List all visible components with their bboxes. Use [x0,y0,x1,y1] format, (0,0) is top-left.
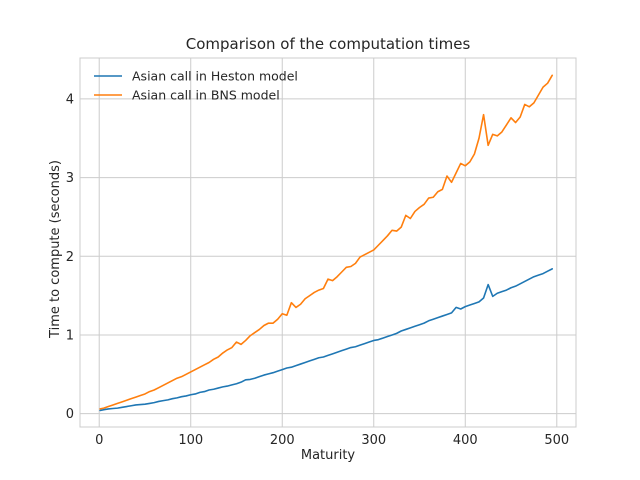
x-tick-label: 100 [178,433,203,448]
series-line-2 [99,74,554,410]
y-tick-label: 2 [66,250,74,265]
legend: Asian call in Heston model Asian call in … [94,69,298,103]
series-group [99,74,554,412]
chart-title: Comparison of the computation times [186,35,471,53]
legend-label-1: Asian call in Heston model [132,69,298,84]
y-tick-labels: 0 1 2 3 4 [66,92,74,422]
plot-background [80,58,576,427]
x-tick-labels: 0 100 200 300 400 500 [95,433,569,448]
y-axis-label: Time to compute (seconds) [48,160,63,339]
x-tick-label: 200 [270,433,295,448]
y-tick-label: 3 [66,171,74,186]
x-tick-label: 300 [361,433,386,448]
plot-frame [79,57,577,428]
x-tick-label: 400 [453,433,478,448]
y-tick-label: 1 [66,328,74,343]
legend-label-2: Asian call in BNS model [132,88,280,103]
x-tick-label: 0 [95,433,103,448]
y-tick-label: 4 [66,92,74,107]
y-tick-label: 0 [66,407,74,422]
x-tick-label: 500 [544,433,569,448]
gridlines [80,58,576,427]
x-axis-label: Maturity [301,448,356,463]
plot-area: 0 100 200 300 400 500 0 1 2 3 4 [66,57,577,448]
series-line-1 [99,268,554,412]
